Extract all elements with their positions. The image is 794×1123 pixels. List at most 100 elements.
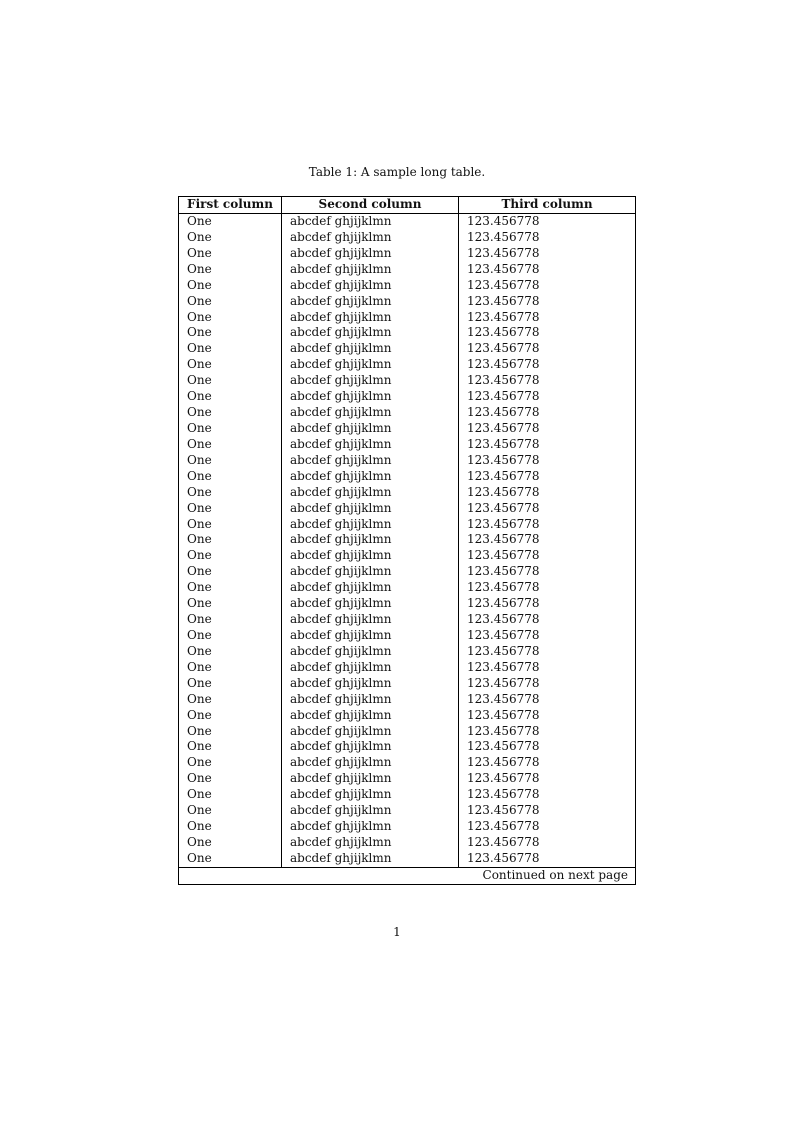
table-continued-footer: Continued on next page: [179, 866, 635, 884]
table-cell: One: [179, 293, 282, 310]
table-cell: 123.456778: [467, 548, 540, 563]
table-cell: 123.456778: [467, 516, 540, 531]
table-cell: One: [179, 691, 282, 708]
table-cell: One: [179, 229, 282, 246]
table-cell: One: [179, 245, 282, 262]
table-cell: One: [179, 675, 282, 692]
table-cell: One: [179, 739, 282, 756]
table-row: One abcdef ghjijklmn 123.456778: [179, 850, 635, 867]
table-cell: abcdef ghjijklmn: [282, 723, 459, 740]
table-cell: 123.456778: [467, 436, 540, 451]
table-cell: abcdef ghjijklmn: [282, 532, 459, 549]
table-cell: abcdef ghjijklmn: [282, 373, 459, 390]
table-cell: abcdef ghjijklmn: [282, 691, 459, 708]
table-cell: One: [179, 723, 282, 740]
table-row: One abcdef ghjijklmn 123.456778: [179, 707, 635, 724]
table-row: One abcdef ghjijklmn 123.456778: [179, 452, 635, 469]
table-cell: 123.456778: [467, 389, 540, 404]
table-cell: abcdef ghjijklmn: [282, 834, 459, 851]
table-cell: abcdef ghjijklmn: [282, 627, 459, 644]
table-cell: 123.456778: [467, 261, 540, 276]
table-cell: 123.456778: [467, 405, 540, 420]
table-cell: 123.456778: [467, 580, 540, 595]
table-row: One abcdef ghjijklmn 123.456778: [179, 325, 635, 342]
table-body: One abcdef ghjijklmn 123.456778 One abcdef g…: [179, 214, 635, 867]
table-cell: 123.456778: [467, 755, 540, 770]
table-cell: 123.456778: [467, 341, 540, 356]
table-cell: abcdef ghjijklmn: [282, 357, 459, 374]
table-cell: One: [179, 277, 282, 294]
table-row: One abcdef ghjijklmn 123.456778: [179, 627, 635, 644]
table-cell: 123.456778: [467, 707, 540, 722]
table-cell: abcdef ghjijklmn: [282, 548, 459, 565]
table-caption: Table 1: A sample long table.: [308, 165, 486, 179]
table-cell: 123.456778: [467, 675, 540, 690]
table-cell: 123.456778: [467, 500, 540, 515]
table-cell: 123.456778: [467, 803, 540, 818]
table-cell: 123.456778: [467, 723, 540, 738]
table-row: One abcdef ghjijklmn 123.456778: [179, 596, 635, 613]
table-cell: abcdef ghjijklmn: [282, 309, 459, 326]
table-cell: abcdef ghjijklmn: [282, 245, 459, 262]
table-cell: abcdef ghjijklmn: [282, 771, 459, 788]
table-row: One abcdef ghjijklmn 123.456778: [179, 261, 635, 278]
table-cell: 123.456778: [467, 214, 540, 228]
table-row: One abcdef ghjijklmn 123.456778: [179, 293, 635, 310]
table-row: One abcdef ghjijklmn 123.456778: [179, 564, 635, 581]
header-second-column: Second column: [282, 197, 459, 213]
table-row: One abcdef ghjijklmn 123.456778: [179, 229, 635, 246]
table-row: One abcdef ghjijklmn 123.456778: [179, 580, 635, 597]
table-cell: One: [179, 373, 282, 390]
table-cell: 123.456778: [467, 819, 540, 834]
table-row: One abcdef ghjijklmn 123.456778: [179, 739, 635, 756]
table-cell: abcdef ghjijklmn: [282, 612, 459, 628]
table-row: One abcdef ghjijklmn 123.456778: [179, 643, 635, 660]
table-cell: abcdef ghjijklmn: [282, 277, 459, 294]
table-cell: One: [179, 548, 282, 565]
table-cell: abcdef ghjijklmn: [282, 293, 459, 310]
table-cell: 123.456778: [467, 612, 540, 627]
table-cell: abcdef ghjijklmn: [282, 468, 459, 485]
table-cell: abcdef ghjijklmn: [282, 214, 459, 230]
table-row: One abcdef ghjijklmn 123.456778: [179, 500, 635, 517]
table-cell: One: [179, 436, 282, 453]
table-cell: One: [179, 341, 282, 358]
table-cell: abcdef ghjijklmn: [282, 739, 459, 756]
table-cell: abcdef ghjijklmn: [282, 420, 459, 437]
table-cell: One: [179, 389, 282, 406]
table-row: One abcdef ghjijklmn 123.456778: [179, 277, 635, 294]
table-row: One abcdef ghjijklmn 123.456778: [179, 341, 635, 358]
table-cell: abcdef ghjijklmn: [282, 436, 459, 453]
table-row: One abcdef ghjijklmn 123.456778: [179, 214, 635, 230]
table-cell: 123.456778: [467, 309, 540, 324]
table-cell: 123.456778: [467, 277, 540, 292]
long-table: First column Second column Third column …: [178, 196, 636, 885]
table-cell: abcdef ghjijklmn: [282, 803, 459, 820]
table-cell: abcdef ghjijklmn: [282, 787, 459, 804]
table-cell: 123.456778: [467, 787, 540, 802]
table-cell: One: [179, 468, 282, 485]
table-cell: One: [179, 532, 282, 549]
table-cell: abcdef ghjijklmn: [282, 643, 459, 660]
table-cell: abcdef ghjijklmn: [282, 707, 459, 724]
table-row: One abcdef ghjijklmn 123.456778: [179, 309, 635, 326]
table-row: One abcdef ghjijklmn 123.456778: [179, 787, 635, 804]
table-cell: 123.456778: [467, 596, 540, 611]
table-cell: 123.456778: [467, 643, 540, 658]
table-cell: 123.456778: [467, 564, 540, 579]
table-cell: One: [179, 580, 282, 597]
table-cell: One: [179, 357, 282, 374]
table-cell: 123.456778: [467, 691, 540, 706]
table-row: One abcdef ghjijklmn 123.456778: [179, 468, 635, 485]
table-cell: 123.456778: [467, 468, 540, 483]
table-cell: 123.456778: [467, 420, 540, 435]
table-cell: One: [179, 214, 282, 230]
table-cell: One: [179, 405, 282, 421]
table-cell: abcdef ghjijklmn: [282, 659, 459, 676]
table-cell: abcdef ghjijklmn: [282, 261, 459, 278]
table-cell: abcdef ghjijklmn: [282, 819, 459, 835]
table-cell: One: [179, 484, 282, 501]
table-row: One abcdef ghjijklmn 123.456778: [179, 484, 635, 501]
table-cell: abcdef ghjijklmn: [282, 341, 459, 358]
table-row: One abcdef ghjijklmn 123.456778: [179, 723, 635, 740]
